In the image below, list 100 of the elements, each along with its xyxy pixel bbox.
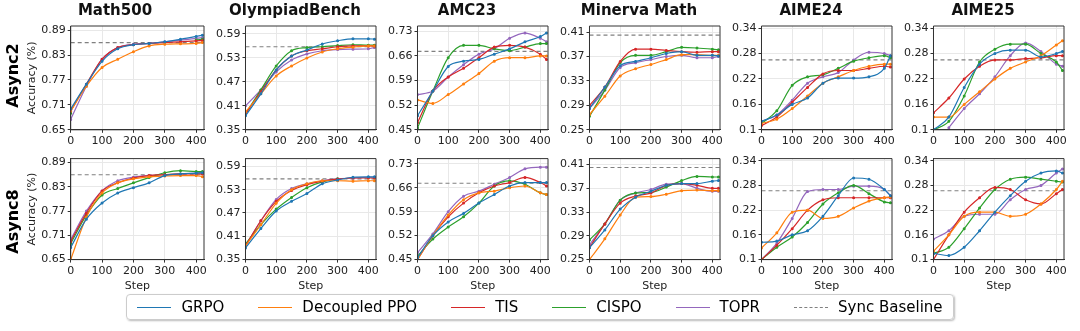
x-tick-label: 400	[185, 264, 207, 278]
x-tick-label: 0	[757, 264, 765, 278]
y-tick-label: 0.77	[41, 203, 66, 217]
legend-label: Decoupled PPO	[302, 298, 418, 316]
x-tick-label: 200	[468, 264, 490, 278]
y-tick-label: 0.22	[731, 71, 757, 85]
chart-title: Minerva Math	[580, 0, 698, 19]
x-tick-label: 300	[1015, 134, 1037, 148]
y-tick-label: 0.35	[215, 252, 241, 266]
chart-title: AIME25	[951, 0, 1015, 19]
x-tick-label: 400	[1045, 264, 1067, 278]
x-tick-label: 300	[327, 134, 349, 148]
x-tick-label: 400	[357, 134, 379, 148]
y-tick-label: 0.25	[559, 122, 585, 136]
y-tick-label: 0.89	[41, 155, 66, 169]
y-tick-label: 0.66	[387, 180, 413, 194]
y-tick-label: 0.53	[215, 182, 241, 196]
x-tick-label: 400	[701, 264, 723, 278]
y-tick-label: 0.65	[41, 122, 66, 136]
y-tick-label: 0.29	[559, 98, 585, 112]
x-tick-label: 300	[154, 134, 176, 148]
y-tick-label: 0.41	[215, 98, 241, 112]
x-tick-label: 0	[585, 264, 593, 278]
y-tick-label: 0.28	[903, 178, 929, 192]
x-tick-label: 0	[929, 134, 937, 148]
y-tick-label: 0.41	[559, 157, 585, 171]
legend-label: TIS	[495, 298, 519, 316]
x-tick-label: 200	[296, 134, 318, 148]
x-tick-label: 100	[265, 134, 287, 148]
x-tick-label: 100	[91, 134, 113, 148]
chart-title: AMC23	[437, 0, 497, 19]
x-tick-label: 300	[843, 264, 865, 278]
y-tick-label: 0.37	[559, 181, 585, 195]
y-tick-label: 0.35	[215, 122, 241, 136]
y-tick-label: 0.41	[559, 24, 585, 38]
x-tick-label: 200	[812, 134, 834, 148]
x-tick-label: 100	[437, 264, 459, 278]
y-tick-label: 0.52	[387, 98, 413, 112]
y-tick-label: 0.66	[387, 48, 413, 62]
x-tick-label: 400	[529, 264, 551, 278]
x-tick-label: 100	[91, 264, 113, 278]
y-tick-label: 0.34	[731, 153, 757, 167]
y-tick-label: 0.45	[387, 122, 413, 136]
text: Async2	[2, 42, 22, 108]
chart-title: AIME24	[779, 0, 843, 19]
y-tick-label: 0.34	[731, 20, 757, 34]
y-tick-label: 0.89	[41, 23, 66, 37]
legend-label: Sync Baseline	[838, 298, 943, 316]
x-tick-label: 300	[327, 264, 349, 278]
x-tick-label: 200	[122, 134, 144, 148]
x-tick-label: 300	[499, 134, 521, 148]
y-tick-label: 0.71	[41, 97, 66, 111]
x-tick-label: 0	[241, 134, 249, 148]
legend-label: CISPO	[596, 298, 642, 316]
x-tick-label: 200	[122, 264, 144, 278]
x-tick-label: 100	[609, 264, 631, 278]
legend-label: GRPO	[181, 298, 225, 316]
y-tick-label: 0.16	[731, 97, 757, 111]
y-tick-label: 0.47	[215, 205, 241, 219]
x-tick-label: 300	[671, 264, 693, 278]
y-tick-label: 0.83	[41, 179, 66, 193]
x-tick-label: 100	[781, 264, 803, 278]
y-tick-label: 0.28	[731, 178, 757, 192]
y-tick-label: 0.22	[903, 202, 929, 216]
y-tick-label: 0.47	[215, 74, 241, 88]
y-tick-label: 0.16	[903, 97, 929, 111]
x-tick-label: 0	[929, 264, 937, 278]
text: Async8	[2, 189, 22, 254]
y-tick-label: 0.65	[41, 252, 66, 266]
x-axis-title: Step	[814, 279, 840, 293]
y-tick-label: 0.59	[215, 26, 241, 40]
y-tick-label: 0.52	[387, 228, 413, 242]
x-tick-label: 0	[413, 264, 421, 278]
x-tick-label: 0	[67, 134, 75, 148]
x-tick-label: 200	[984, 264, 1006, 278]
x-tick-label: 100	[265, 264, 287, 278]
y-tick-label: 0.29	[559, 228, 585, 242]
y-tick-label: 0.59	[215, 159, 241, 173]
y-tick-label: 0.1	[738, 122, 757, 136]
y-tick-label: 0.41	[215, 229, 241, 243]
x-axis-title: Step	[986, 279, 1012, 293]
y-tick-label: 0.45	[387, 252, 413, 266]
x-tick-label: 200	[296, 264, 318, 278]
y-tick-label: 0.22	[731, 202, 757, 216]
x-axis-title: Step	[642, 279, 668, 293]
y-tick-label: 0.53	[215, 50, 241, 64]
chart-title: Math500	[77, 0, 153, 19]
y-tick-label: 0.28	[731, 46, 757, 60]
x-tick-label: 400	[873, 134, 895, 148]
chart-title: OlympiadBench	[229, 0, 361, 19]
y-tick-label: 0.28	[903, 46, 929, 60]
x-tick-label: 400	[873, 264, 895, 278]
y-tick-label: 0.59	[387, 204, 413, 218]
x-tick-label: 400	[1045, 134, 1067, 148]
y-tick-label: 0.73	[387, 156, 413, 170]
y-axis-title: Accuracy (%)	[25, 41, 39, 115]
x-tick-label: 400	[357, 264, 379, 278]
x-tick-label: 200	[984, 134, 1006, 148]
x-tick-label: 0	[413, 134, 421, 148]
y-tick-label: 0.37	[559, 49, 585, 63]
